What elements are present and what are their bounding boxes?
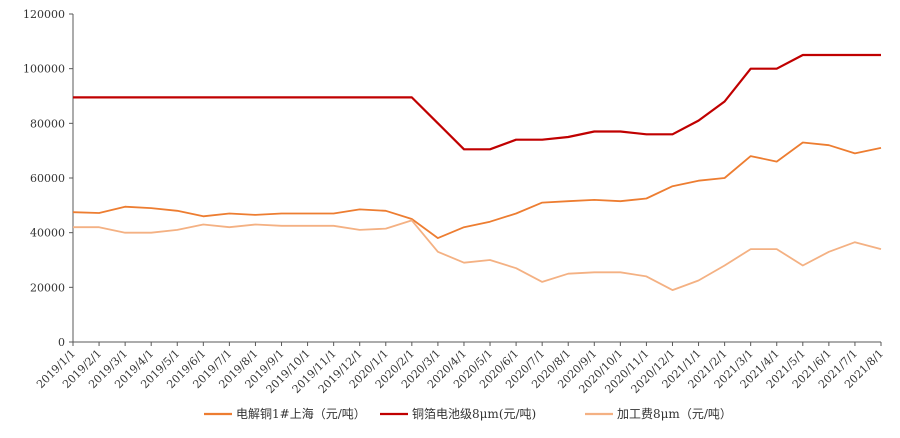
legend-label-1: 电解铜1#上海（元/吨） — [236, 406, 366, 421]
y-tick-label: 100000 — [23, 63, 65, 76]
y-tick-label: 0 — [58, 336, 65, 349]
y-tick-label: 20000 — [30, 281, 65, 294]
y-tick-label: 120000 — [23, 8, 65, 21]
series-lines — [72, 53, 882, 292]
legend-label-2: 铜箔电池级8μm(元/吨) — [412, 406, 536, 421]
series-line-2 — [73, 53, 881, 151]
y-tick-label: 80000 — [30, 117, 65, 130]
legend: 电解铜1#上海（元/吨） 铜箔电池级8μm(元/吨) 加工费8μm（元/吨） — [204, 406, 732, 421]
x-axis: 2019/1/12019/2/12019/3/12019/4/12019/5/1… — [34, 341, 886, 396]
series-line-3 — [73, 219, 882, 292]
y-tick-label: 60000 — [30, 172, 65, 185]
y-tick-label: 40000 — [30, 227, 65, 240]
y-axis: 0 20000 40000 60000 80000 100000 120000 — [23, 8, 74, 349]
series-line-1 — [72, 141, 882, 240]
legend-label-3: 加工费8μm（元/吨） — [617, 407, 732, 421]
